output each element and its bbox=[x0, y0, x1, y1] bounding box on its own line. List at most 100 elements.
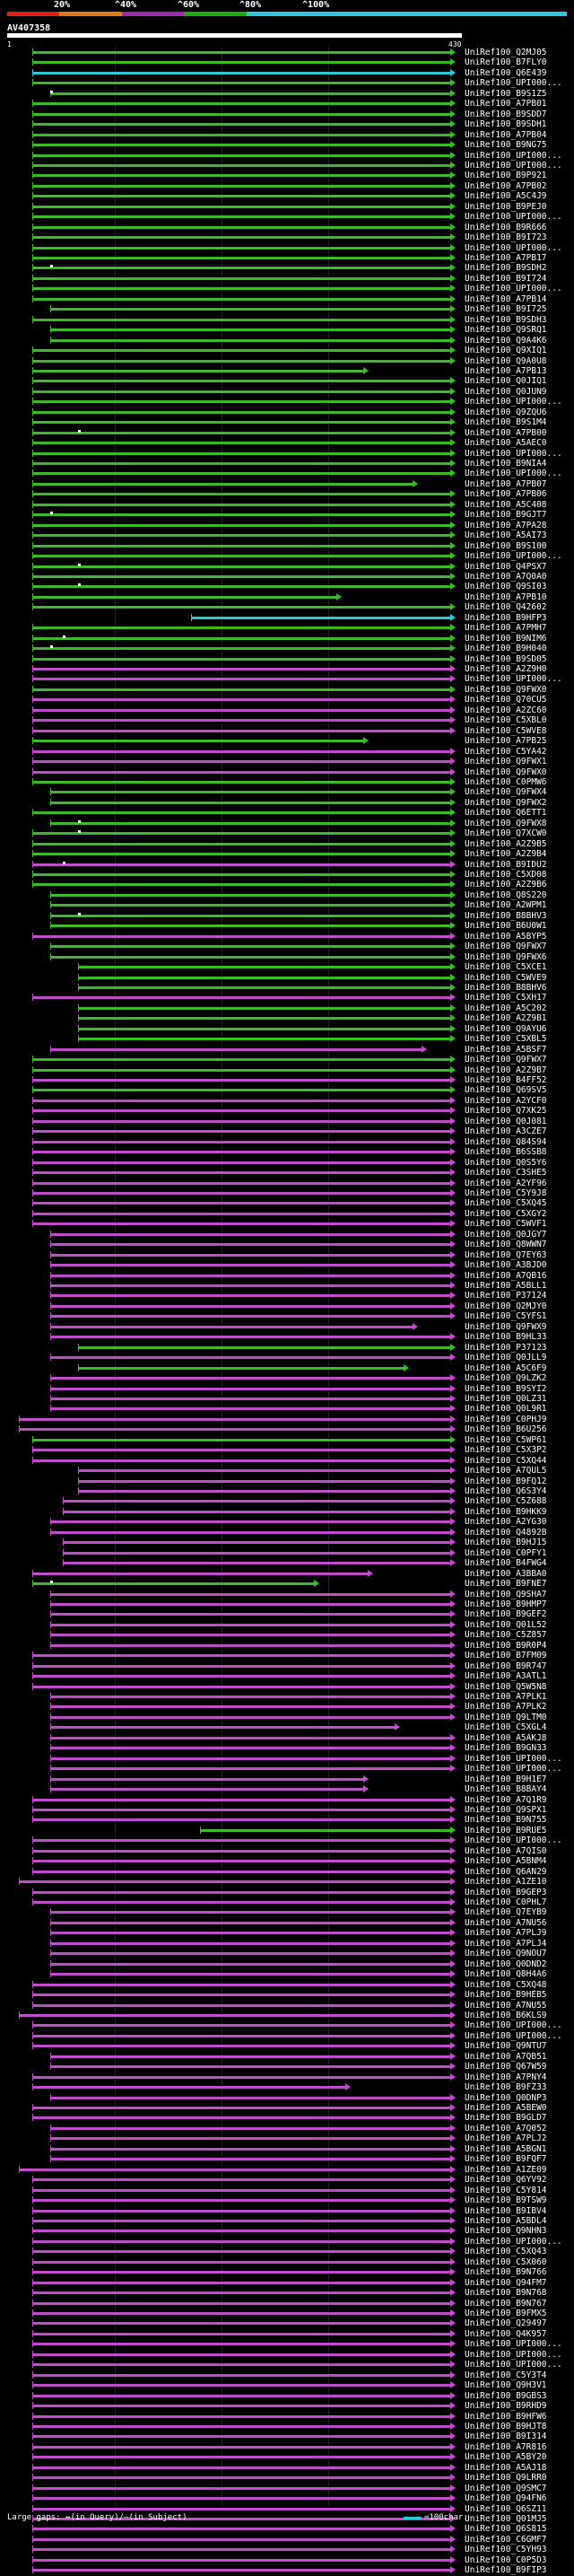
hit-row[interactable]: UniRef100_C0PHL7 bbox=[0, 1897, 574, 1908]
hit-accession-link[interactable]: UniRef100_C5WVF1 bbox=[465, 1219, 547, 1230]
hit-line[interactable] bbox=[32, 1572, 368, 1575]
hit-line[interactable] bbox=[78, 986, 450, 989]
hit-line[interactable] bbox=[32, 1870, 450, 1873]
hit-line[interactable] bbox=[32, 2466, 450, 2469]
hit-accession-link[interactable]: UniRef100_B9I725 bbox=[465, 304, 547, 315]
hit-row[interactable]: UniRef100_A2Z9B6 bbox=[0, 879, 574, 890]
hit-line[interactable] bbox=[32, 2260, 450, 2264]
hit-line[interactable] bbox=[32, 205, 450, 208]
hit-row[interactable]: UniRef100_B9RHD9 bbox=[0, 2400, 574, 2412]
hit-row[interactable]: UniRef100_UPI000... bbox=[0, 2349, 574, 2361]
hit-row[interactable]: UniRef100_P37124 bbox=[0, 1290, 574, 1301]
hit-line[interactable] bbox=[32, 380, 450, 383]
hit-row[interactable]: UniRef100_Q0DND2 bbox=[0, 1958, 574, 1970]
hit-line[interactable] bbox=[49, 1325, 413, 1328]
hit-accession-link[interactable]: UniRef100_A7PB14 bbox=[465, 294, 547, 304]
hit-line[interactable] bbox=[49, 2096, 450, 2099]
hit-row[interactable]: UniRef100_Q0L9R1 bbox=[0, 1403, 574, 1415]
hit-line[interactable] bbox=[49, 338, 450, 342]
hit-line[interactable] bbox=[32, 2528, 450, 2531]
hit-line[interactable] bbox=[49, 1705, 450, 1709]
hit-accession-link[interactable]: UniRef100_Q2MJY0 bbox=[465, 1301, 547, 1311]
hit-row[interactable]: UniRef100_A2Z9H0 bbox=[0, 663, 574, 675]
hit-line[interactable] bbox=[32, 112, 450, 116]
hit-row[interactable]: UniRef100_A2Z9B7 bbox=[0, 1065, 574, 1076]
hit-accession-link[interactable]: UniRef100_A7PA28 bbox=[465, 520, 547, 530]
hit-line[interactable] bbox=[32, 1582, 314, 1586]
hit-row[interactable]: UniRef100_Q8S220 bbox=[0, 889, 574, 901]
hit-row[interactable]: UniRef100_Q9FWX2 bbox=[0, 797, 574, 809]
hit-accession-link[interactable]: UniRef100_UPI000... bbox=[465, 2339, 562, 2350]
hit-accession-link[interactable]: UniRef100_Q69SV5 bbox=[465, 1085, 547, 1096]
hit-row[interactable]: UniRef100_B9N768 bbox=[0, 2287, 574, 2299]
hit-line[interactable] bbox=[32, 1222, 450, 1226]
hit-row[interactable]: UniRef100_B9HKK9 bbox=[0, 1506, 574, 1518]
hit-accession-link[interactable]: UniRef100_A5BYP5 bbox=[465, 931, 547, 942]
hit-accession-link[interactable]: UniRef100_B9PEJ0 bbox=[465, 201, 547, 212]
hit-accession-link[interactable]: UniRef100_C0PFY1 bbox=[465, 1547, 547, 1558]
hit-accession-link[interactable]: UniRef100_C5WVE8 bbox=[465, 725, 547, 736]
hit-row[interactable]: UniRef100_B8BAY4 bbox=[0, 1783, 574, 1795]
hit-accession-link[interactable]: UniRef100_B9HEB5 bbox=[465, 1990, 547, 2001]
hit-line[interactable] bbox=[49, 1767, 450, 1771]
hit-line[interactable] bbox=[49, 2158, 450, 2161]
hit-row[interactable]: UniRef100_C5WVE8 bbox=[0, 725, 574, 737]
hit-row[interactable]: UniRef100_A7PLJ2 bbox=[0, 2133, 574, 2144]
hit-accession-link[interactable]: UniRef100_B9FQF7 bbox=[465, 2154, 547, 2165]
hit-row[interactable]: UniRef100_C5Y814 bbox=[0, 2185, 574, 2196]
hit-line[interactable] bbox=[32, 2424, 450, 2428]
hit-accession-link[interactable]: UniRef100_Q7EYB9 bbox=[465, 1907, 547, 1918]
hit-row[interactable]: UniRef100_Q6ETT1 bbox=[0, 807, 574, 819]
hit-row[interactable]: UniRef100_Q9ZQU6 bbox=[0, 407, 574, 418]
hit-row[interactable]: UniRef100_Q6S3Y4 bbox=[0, 1485, 574, 1497]
hit-line[interactable] bbox=[78, 966, 450, 969]
hit-line[interactable] bbox=[32, 123, 450, 127]
hit-row[interactable]: UniRef100_A7Q0A0 bbox=[0, 571, 574, 583]
hit-line[interactable] bbox=[49, 1377, 450, 1380]
hit-row[interactable]: UniRef100_Q9FWX7 bbox=[0, 1054, 574, 1065]
hit-accession-link[interactable]: UniRef100_Q4PSX7 bbox=[465, 561, 547, 572]
hit-line[interactable] bbox=[78, 976, 450, 979]
hit-row[interactable]: UniRef100_C5XD08 bbox=[0, 869, 574, 881]
hit-line[interactable] bbox=[32, 421, 450, 425]
hit-row[interactable]: UniRef100_C0PMW6 bbox=[0, 776, 574, 788]
hit-row[interactable]: UniRef100_B9R747 bbox=[0, 1660, 574, 1672]
hit-row[interactable]: UniRef100_A5BDL4 bbox=[0, 2215, 574, 2227]
hit-row[interactable]: UniRef100_Q69SV5 bbox=[0, 1084, 574, 1096]
hit-line[interactable] bbox=[32, 698, 450, 702]
hit-line[interactable] bbox=[32, 2199, 450, 2203]
hit-row[interactable]: UniRef100_B9GEF2 bbox=[0, 1608, 574, 1620]
hit-line[interactable] bbox=[49, 1715, 450, 1719]
hit-line[interactable] bbox=[32, 236, 450, 240]
hit-accession-link[interactable]: UniRef100_A5AEC0 bbox=[465, 438, 547, 449]
hit-accession-link[interactable]: UniRef100_Q7XCW0 bbox=[465, 828, 547, 839]
hit-accession-link[interactable]: UniRef100_Q01MJ5 bbox=[465, 2514, 547, 2524]
hit-line[interactable] bbox=[32, 2445, 450, 2449]
hit-row[interactable]: UniRef100_A7PB17 bbox=[0, 252, 574, 264]
hit-row[interactable]: UniRef100_UPI000... bbox=[0, 1763, 574, 1774]
hit-accession-link[interactable]: UniRef100_B9RUE5 bbox=[465, 1825, 547, 1836]
hit-accession-link[interactable]: UniRef100_B9NG75 bbox=[465, 140, 547, 151]
hit-row[interactable]: UniRef100_A5AKJ8 bbox=[0, 1732, 574, 1744]
hit-line[interactable] bbox=[49, 1941, 450, 1945]
hit-line[interactable] bbox=[32, 369, 363, 372]
hit-line[interactable] bbox=[32, 2507, 450, 2510]
hit-line[interactable] bbox=[32, 2075, 450, 2079]
hit-accession-link[interactable]: UniRef100_A7PLJ2 bbox=[465, 2134, 547, 2144]
hit-line[interactable] bbox=[32, 2476, 450, 2480]
hit-line[interactable] bbox=[32, 606, 450, 609]
hit-accession-link[interactable]: UniRef100_A7Q0A0 bbox=[465, 571, 547, 582]
hit-line[interactable] bbox=[32, 1140, 450, 1143]
hit-row[interactable]: UniRef100_Q6AN29 bbox=[0, 1866, 574, 1878]
hit-accession-link[interactable]: UniRef100_A3ATL1 bbox=[465, 1671, 547, 1682]
hit-line[interactable] bbox=[49, 1726, 395, 1730]
hit-line[interactable] bbox=[32, 2537, 450, 2541]
hit-line[interactable] bbox=[32, 2405, 450, 2408]
hit-row[interactable]: UniRef100_Q9AYU6 bbox=[0, 1023, 574, 1035]
hit-accession-link[interactable]: UniRef100_C5Y814 bbox=[465, 2185, 547, 2195]
hit-row[interactable]: UniRef100_Q8WWN7 bbox=[0, 1239, 574, 1250]
hit-row[interactable]: UniRef100_Q7XK25 bbox=[0, 1105, 574, 1117]
hit-row[interactable]: UniRef100_A2WPM1 bbox=[0, 899, 574, 911]
hit-line[interactable] bbox=[49, 1736, 450, 1739]
hit-accession-link[interactable]: UniRef100_C5X060 bbox=[465, 2256, 547, 2267]
